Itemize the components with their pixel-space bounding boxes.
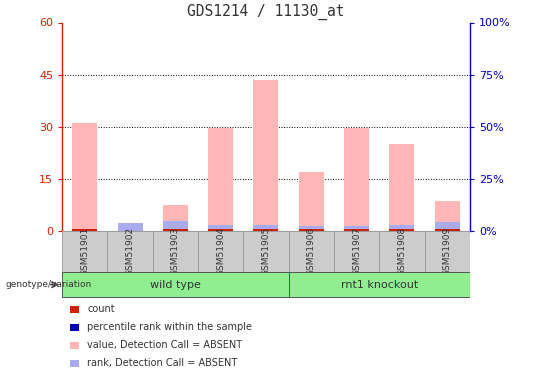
Text: rank, Detection Call = ABSENT: rank, Detection Call = ABSENT <box>87 358 238 368</box>
Text: genotype/variation: genotype/variation <box>5 280 92 289</box>
Bar <box>107 231 153 272</box>
Bar <box>72 229 97 231</box>
Text: value, Detection Call = ABSENT: value, Detection Call = ABSENT <box>87 340 242 350</box>
Bar <box>288 273 470 297</box>
Bar <box>435 229 460 231</box>
Text: GSM51903: GSM51903 <box>171 226 180 276</box>
Bar <box>424 231 470 272</box>
Bar <box>389 229 414 231</box>
Text: GSM51906: GSM51906 <box>307 226 316 276</box>
Bar <box>389 144 414 231</box>
Title: GDS1214 / 11130_at: GDS1214 / 11130_at <box>187 3 345 20</box>
Bar <box>379 231 424 272</box>
Bar <box>389 225 414 231</box>
Text: GSM51902: GSM51902 <box>126 226 134 276</box>
Text: GSM51909: GSM51909 <box>443 226 451 276</box>
Bar <box>118 223 143 231</box>
Bar <box>288 231 334 272</box>
Bar <box>253 80 279 231</box>
Text: rnt1 knockout: rnt1 knockout <box>341 280 418 290</box>
Text: GSM51907: GSM51907 <box>352 226 361 276</box>
Bar <box>344 128 369 231</box>
Bar <box>153 231 198 272</box>
Text: GSM51908: GSM51908 <box>397 226 406 276</box>
Bar <box>163 205 188 231</box>
Bar <box>299 172 323 231</box>
Bar <box>62 231 107 272</box>
Bar <box>299 226 323 231</box>
Bar <box>435 222 460 231</box>
Bar <box>208 225 233 231</box>
Text: count: count <box>87 304 115 314</box>
Bar <box>344 229 369 231</box>
Bar <box>163 221 188 231</box>
Text: percentile rank within the sample: percentile rank within the sample <box>87 322 253 332</box>
Bar <box>334 231 379 272</box>
Bar <box>244 231 288 272</box>
Bar <box>299 229 323 231</box>
Bar <box>72 123 97 231</box>
Text: GSM51905: GSM51905 <box>261 226 271 276</box>
Bar <box>208 128 233 231</box>
Bar <box>253 229 279 231</box>
Text: GSM51901: GSM51901 <box>80 226 89 276</box>
Text: wild type: wild type <box>150 280 201 290</box>
Bar <box>62 273 288 297</box>
Bar <box>435 201 460 231</box>
Bar <box>253 225 279 231</box>
Bar <box>198 231 244 272</box>
Bar <box>208 229 233 231</box>
Bar <box>344 226 369 231</box>
Text: GSM51904: GSM51904 <box>216 226 225 276</box>
Bar <box>163 229 188 231</box>
